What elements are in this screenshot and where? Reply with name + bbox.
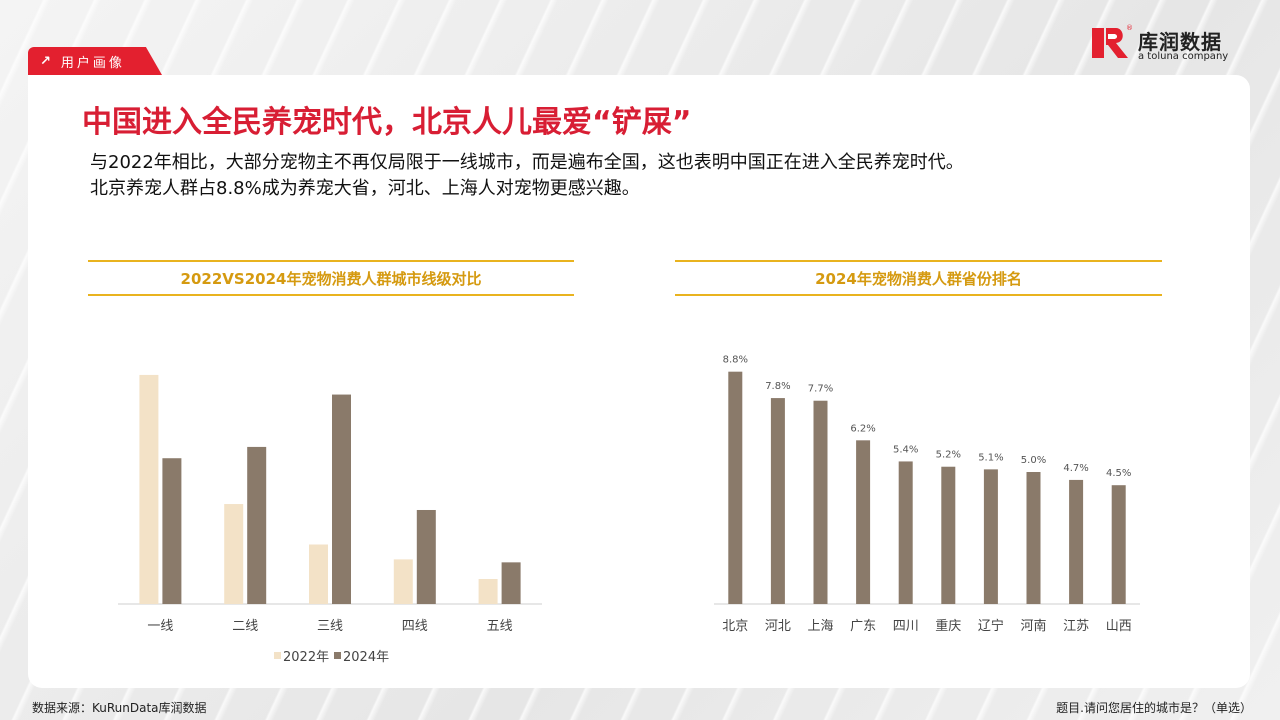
bar-2024年-二线 <box>247 446 267 604</box>
data-source: 数据来源：KuRunData库润数据 <box>32 701 207 715</box>
x-tick-label: 一线 <box>147 619 173 634</box>
survey-question: 题目.请问您居住的城市是？（单选） <box>1056 701 1252 715</box>
logo-brand-text: 库润数据 <box>1138 30 1222 54</box>
legend-swatch <box>274 652 281 659</box>
x-tick-label: 五线 <box>487 619 513 634</box>
x-tick-label: 三线 <box>317 619 343 634</box>
chart-2-header: 2024年宠物消费人群省份排名 <box>675 260 1162 296</box>
description-line: 北京养宠人群占8.8%成为养宠大省，河北、上海人对宠物更感兴趣。 <box>90 178 640 199</box>
page-title: 中国进入全民养宠时代，北京人儿最爱“铲屎” <box>82 105 692 140</box>
x-tick-label: 四线 <box>402 619 428 634</box>
arrow-up-right-icon: ↗ <box>40 53 51 69</box>
legend-label: 2024年 <box>343 650 389 665</box>
bar-2022年-三线 <box>309 544 328 604</box>
bar-2022年-一线 <box>139 374 159 604</box>
chart-1-title: 2022VS2024年宠物消费人群城市线级对比 <box>180 270 482 288</box>
section-tag-label: 用户画像 <box>60 55 125 71</box>
bar-2024年-三线 <box>332 394 351 604</box>
chart-2-title: 2024年宠物消费人群省份排名 <box>815 270 1022 288</box>
description-line: 与2022年相比，大部分宠物主不再仅局限于一线城市，而是遍布全国，这也表明中国正… <box>90 152 964 173</box>
bar-2024年-一线 <box>162 458 182 604</box>
bar-2024年-五线 <box>501 562 521 604</box>
legend-swatch <box>334 652 341 659</box>
registered-icon: ® <box>1126 24 1133 32</box>
chart-1-header: 2022VS2024年宠物消费人群城市线级对比 <box>88 260 574 296</box>
bar-2022年-五线 <box>478 579 498 604</box>
section-tag: ↗ 用户画像 <box>28 47 162 75</box>
legend-label: 2022年 <box>283 650 329 665</box>
bar-2024年-四线 <box>416 509 436 604</box>
x-tick-label: 二线 <box>232 619 258 634</box>
logo-sub-text: a toluna company <box>1138 51 1229 62</box>
kurun-logo-icon <box>1092 28 1128 58</box>
bar-2022年-二线 <box>224 504 244 604</box>
bar-2022年-四线 <box>393 559 413 604</box>
description: 与2022年相比，大部分宠物主不再仅局限于一线城市，而是遍布全国，这也表明中国正… <box>90 150 964 202</box>
brand-logo: ® 库润数据 a toluna company <box>1090 24 1240 66</box>
